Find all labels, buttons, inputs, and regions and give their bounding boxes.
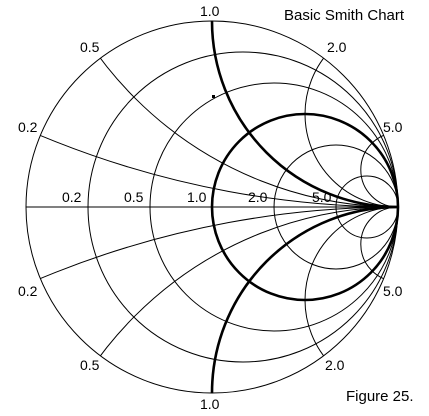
reactance-label-bottom-2-0: 2.0 bbox=[325, 357, 345, 373]
reactance-arc-plus-2-0 bbox=[304, 21, 398, 208]
reactance-arc-minus-2-0 bbox=[304, 206, 398, 393]
reactance-label-top-2-0: 2.0 bbox=[327, 39, 347, 55]
reactance-arc-minus-5-0 bbox=[360, 206, 398, 282]
reactance-label-top-5-0: 5.0 bbox=[383, 119, 403, 135]
marker-dot bbox=[212, 95, 215, 98]
resistance-label-0-5: 0.5 bbox=[124, 189, 144, 205]
resistance-label-2-0: 2.0 bbox=[248, 189, 268, 205]
resistance-label-0-2: 0.2 bbox=[62, 189, 82, 205]
resistance-label-5-0: 5.0 bbox=[312, 189, 332, 205]
resistance-label-1-0: 1.0 bbox=[187, 189, 207, 205]
reactance-label-bottom-0-5: 0.5 bbox=[80, 357, 100, 373]
reactance-label-bottom-5-0: 5.0 bbox=[383, 283, 403, 299]
chart-title: Basic Smith Chart bbox=[284, 7, 405, 24]
reactance-arc-minus-1-0 bbox=[210, 205, 398, 393]
reactance-label-bottom-1-0: 1.0 bbox=[200, 396, 220, 411]
reactance-label-bottom-0-2: 0.2 bbox=[18, 283, 38, 299]
reactance-label-top-0-2: 0.2 bbox=[18, 119, 38, 135]
reactance-arc-plus-1-0 bbox=[210, 21, 398, 209]
figure-caption: Figure 25. bbox=[346, 388, 414, 405]
reactance-label-top-0-5: 0.5 bbox=[80, 39, 100, 55]
reactance-arc-plus-5-0 bbox=[360, 132, 398, 208]
reactance-label-top-1-0: 1.0 bbox=[200, 3, 220, 19]
